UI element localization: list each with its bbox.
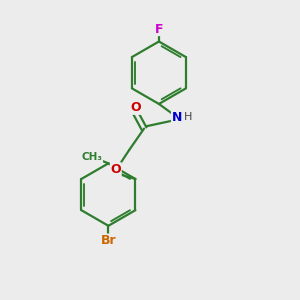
Text: O: O [110,163,121,176]
Text: O: O [130,101,141,114]
Text: N: N [172,111,182,124]
Text: F: F [155,22,163,35]
Text: CH₃: CH₃ [82,152,103,162]
Text: H: H [184,112,192,122]
Text: Br: Br [100,234,116,247]
